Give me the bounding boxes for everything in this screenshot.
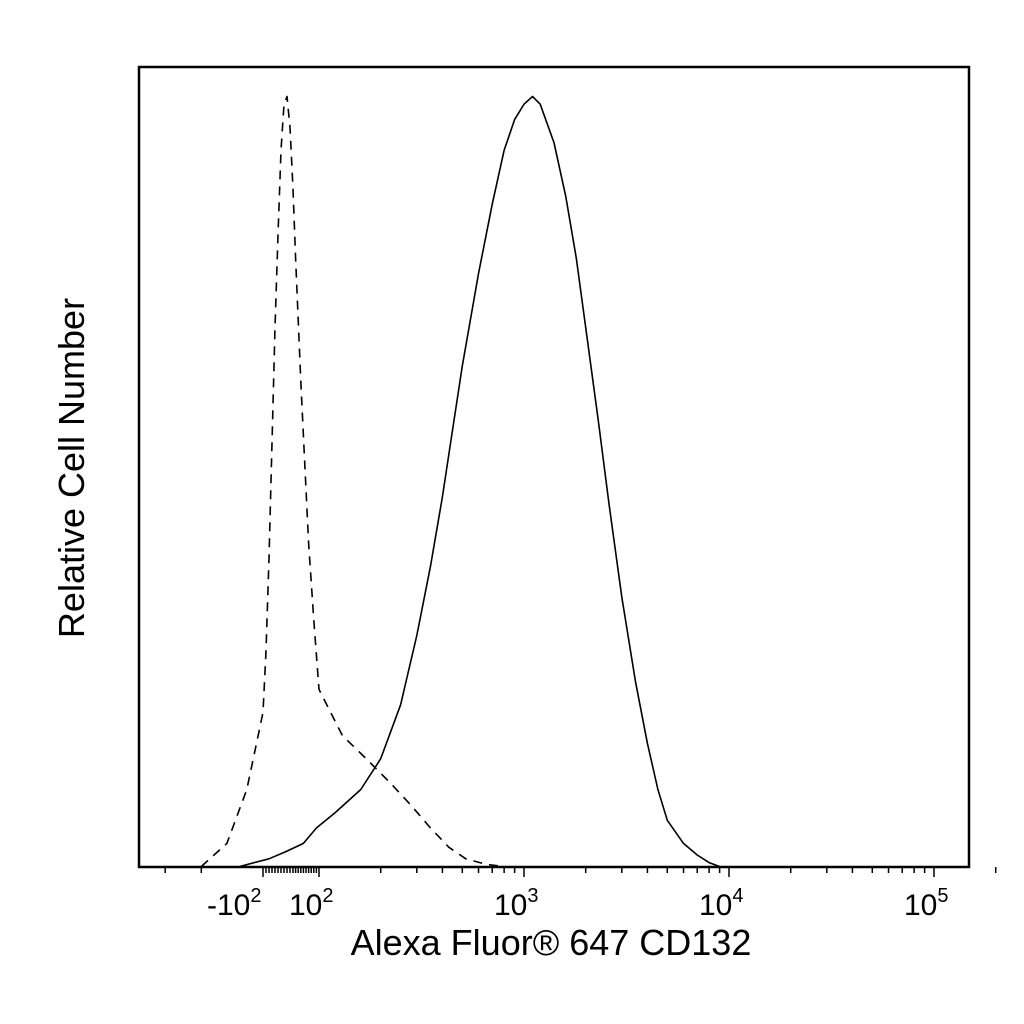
x-axis-ticks: -102 102 103 104 105 — [164, 867, 997, 922]
x-tick-label: 103 — [494, 885, 539, 922]
x-tick-label: 105 — [904, 885, 949, 922]
x-tick-label: 102 — [289, 885, 334, 922]
series-line-dashed — [200, 95, 505, 868]
y-axis-label: Relative Cell Number — [51, 298, 92, 638]
series-layer — [200, 95, 720, 868]
x-tick-label: -102 — [207, 885, 261, 922]
x-tick-label: 104 — [699, 885, 744, 922]
series-line-solid — [239, 95, 720, 868]
plot-frame — [137, 65, 971, 869]
x-axis-label: Alexa Fluor® 647 CD132 — [351, 922, 752, 963]
